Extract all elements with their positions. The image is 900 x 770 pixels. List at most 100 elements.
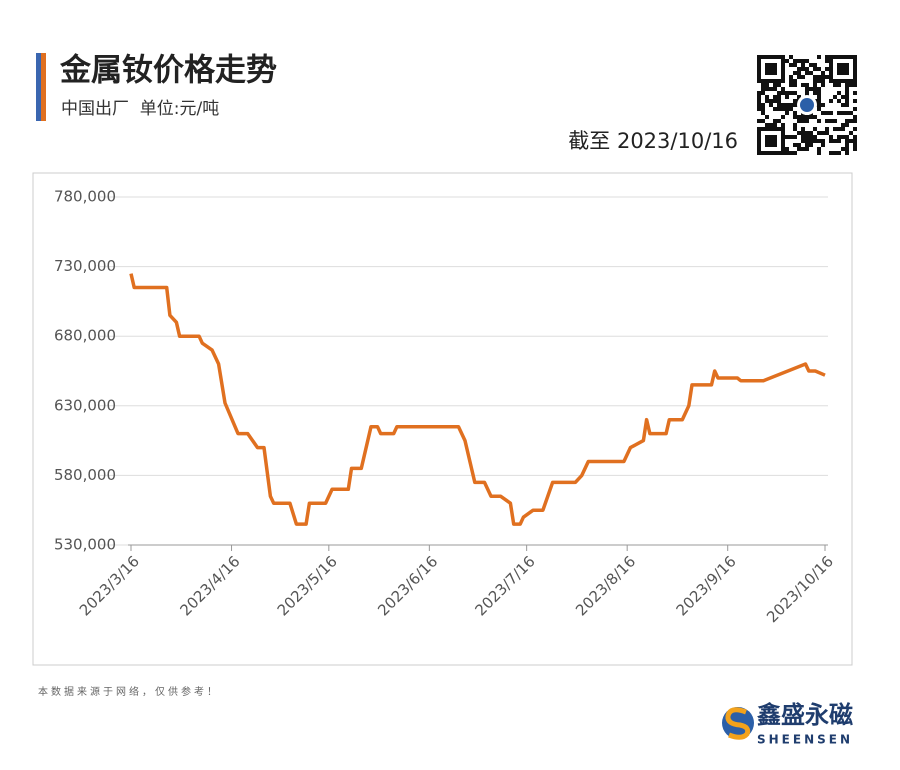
- qr-module: [809, 143, 813, 147]
- qr-module: [793, 143, 797, 147]
- qr-module: [789, 135, 793, 139]
- qr-module: [797, 71, 801, 75]
- qr-module: [809, 71, 813, 75]
- qr-module: [797, 75, 801, 79]
- qr-module: [845, 83, 849, 87]
- qr-module: [781, 91, 785, 95]
- qr-module: [805, 143, 809, 147]
- qr-module: [765, 115, 769, 119]
- qr-module: [809, 115, 813, 119]
- qr-module: [805, 119, 809, 123]
- qr-module: [853, 99, 857, 103]
- qr-module: [797, 143, 801, 147]
- qr-module: [769, 123, 773, 127]
- qr-module: [793, 103, 797, 107]
- qr-module: [793, 123, 797, 127]
- qr-module: [797, 59, 801, 63]
- qr-module: [773, 107, 777, 111]
- source-note: 本数据来源于网络，仅供参考！: [38, 685, 220, 698]
- qr-module: [797, 119, 801, 123]
- qr-finder: [757, 127, 785, 155]
- qr-module: [801, 75, 805, 79]
- qr-module: [781, 115, 785, 119]
- qr-module: [781, 87, 785, 91]
- qr-module: [789, 151, 793, 155]
- qr-module: [801, 83, 805, 87]
- qr-module: [813, 87, 817, 91]
- qr-module: [817, 67, 821, 71]
- qr-module: [793, 63, 797, 67]
- qr-module: [845, 87, 849, 91]
- qr-module: [817, 75, 821, 79]
- qr-module: [849, 111, 853, 115]
- qr-module: [821, 79, 825, 83]
- qr-module: [825, 111, 829, 115]
- qr-module: [793, 59, 797, 63]
- qr-module: [821, 103, 825, 107]
- qr-module: [785, 59, 789, 63]
- qr-module: [793, 151, 797, 155]
- qr-module: [797, 67, 801, 71]
- x-tick-label: 2023/3/16: [76, 552, 143, 619]
- qr-module: [785, 91, 789, 95]
- qr-module: [825, 119, 829, 123]
- qr-module: [845, 95, 849, 99]
- x-tick-label: 2023/5/16: [274, 552, 341, 619]
- brand-latin: SHEENSEN: [757, 733, 853, 747]
- qr-module: [805, 139, 809, 143]
- qr-module: [805, 135, 809, 139]
- qr-module: [809, 63, 813, 67]
- qr-module: [845, 135, 849, 139]
- qr-module: [817, 79, 821, 83]
- qr-module: [845, 143, 849, 147]
- qr-module: [837, 127, 841, 131]
- qr-module: [809, 87, 813, 91]
- qr-module: [793, 99, 797, 103]
- x-tick-label: 2023/10/16: [763, 552, 837, 626]
- qr-module: [805, 71, 809, 75]
- qr-module: [777, 103, 781, 107]
- qr-module: [789, 79, 793, 83]
- qr-module: [813, 127, 817, 131]
- qr-module: [853, 143, 857, 147]
- qr-module: [769, 99, 773, 103]
- qr-module: [785, 107, 789, 111]
- qr-module: [809, 135, 813, 139]
- qr-module: [853, 139, 857, 143]
- y-tick-label: 580,000: [54, 466, 116, 484]
- qr-module: [805, 83, 809, 87]
- brand-logo: [722, 707, 754, 740]
- qr-module: [765, 95, 769, 99]
- qr-module: [821, 131, 825, 135]
- qr-module: [829, 119, 833, 123]
- qr-module: [821, 83, 825, 87]
- qr-module: [837, 91, 841, 95]
- qr-module: [845, 103, 849, 107]
- qr-module: [841, 123, 845, 127]
- qr-module: [845, 91, 849, 95]
- qr-module: [801, 139, 805, 143]
- qr-module: [829, 111, 833, 115]
- plot: 530,000 580,000 630,000 680,000 730,000 780,0…: [54, 188, 837, 627]
- qr-module: [793, 91, 797, 95]
- qr-module: [781, 123, 785, 127]
- qr-module: [837, 139, 841, 143]
- qr-module: [853, 135, 857, 139]
- qr-module: [793, 135, 797, 139]
- qr-module: [777, 119, 781, 123]
- qr-module: [785, 151, 789, 155]
- qr-module: [805, 115, 809, 119]
- qr-module: [841, 135, 845, 139]
- qr-module: [813, 63, 817, 67]
- qr-module: [801, 63, 805, 67]
- accent-bar: [41, 53, 46, 121]
- qr-module: [821, 75, 825, 79]
- qr-module: [805, 131, 809, 135]
- qr-module: [837, 83, 841, 87]
- qr-module: [813, 91, 817, 95]
- qr-module: [761, 111, 765, 115]
- qr-module: [805, 67, 809, 71]
- y-tick-label: 530,000: [54, 536, 116, 554]
- qr-module: [801, 67, 805, 71]
- qr-module: [845, 123, 849, 127]
